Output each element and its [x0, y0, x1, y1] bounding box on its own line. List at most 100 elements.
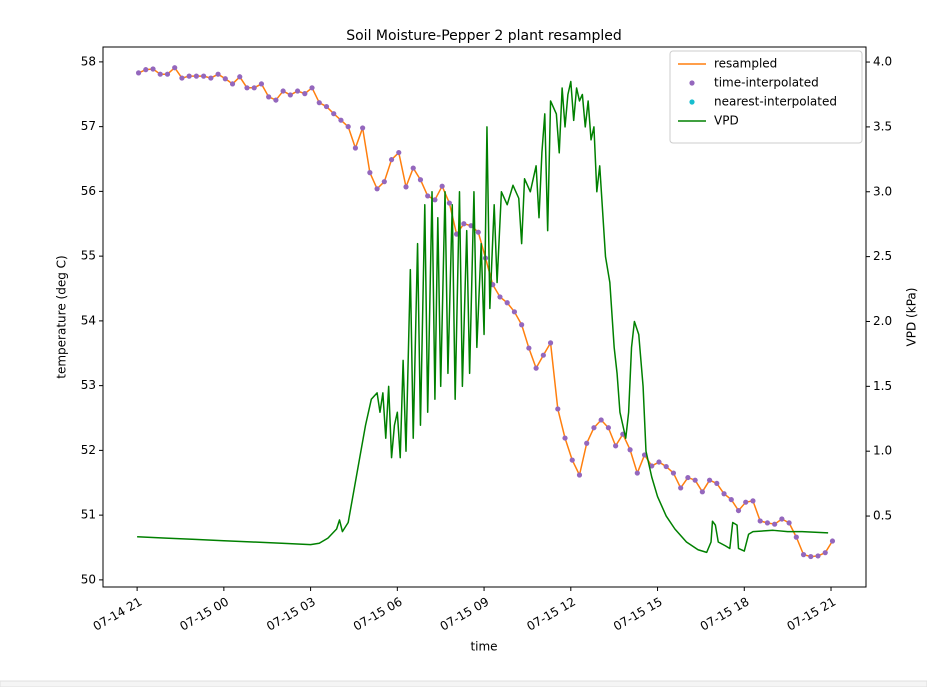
series-point [779, 516, 785, 522]
series-point [714, 480, 720, 487]
series-point [793, 534, 799, 540]
series-point [678, 485, 684, 491]
series-point [497, 294, 503, 300]
series-point [439, 183, 445, 189]
series-point [764, 520, 771, 526]
y-tick-label: 57 [81, 119, 96, 133]
series-point [786, 520, 792, 526]
series-point [410, 165, 416, 171]
series-point [562, 435, 568, 441]
series-point [266, 94, 272, 100]
series-point [135, 70, 142, 76]
series-point [728, 496, 734, 503]
y-tick-label: 52 [81, 443, 96, 457]
series-point [461, 221, 467, 227]
y2-axis-label: VPD (kPa) [905, 288, 919, 347]
legend-box [669, 50, 863, 144]
series-point [425, 193, 431, 199]
series-point [345, 124, 351, 130]
x-tick-label: 07-15 00 [177, 595, 231, 634]
y2-tick-label: 1.5 [873, 379, 892, 393]
series-point [822, 550, 828, 556]
series-point [533, 365, 539, 371]
series-point [815, 553, 821, 559]
x-tick-label: 07-15 15 [611, 595, 665, 634]
series-point [294, 88, 301, 94]
y-tick-label: 58 [81, 54, 96, 68]
series-point [808, 553, 814, 560]
series-point [772, 521, 778, 527]
legend-label: resampled [714, 57, 777, 71]
y2-tick-label: 2.5 [873, 249, 892, 263]
series-point [634, 470, 640, 476]
y-tick-label: 55 [81, 249, 96, 263]
series-point [237, 74, 243, 80]
series-point [172, 65, 178, 71]
series-point [627, 447, 633, 453]
y2-tick-label: 2.0 [873, 314, 892, 328]
legend-label: nearest-interpolated [714, 95, 837, 109]
series-point [360, 125, 366, 131]
series-point [446, 200, 452, 206]
series-point [598, 417, 604, 423]
series-point [692, 477, 698, 483]
series-point [519, 322, 525, 328]
series-point [721, 491, 727, 497]
series-point [222, 76, 228, 82]
series-point [569, 457, 575, 463]
series-point [547, 340, 554, 346]
series-point [750, 498, 756, 504]
series-point [829, 538, 836, 544]
series-point [670, 470, 677, 476]
series-point [208, 75, 214, 81]
series-line [137, 80, 829, 554]
y-tick-label: 50 [81, 572, 96, 586]
series-point [591, 425, 597, 431]
series-point [229, 81, 236, 87]
series-point [150, 66, 156, 72]
x-tick-label: 07-15 12 [524, 595, 578, 634]
series-point [164, 71, 171, 77]
series-point [251, 85, 257, 91]
series-point [403, 184, 409, 190]
series-point [388, 157, 395, 163]
series-point [287, 92, 293, 98]
series-point [432, 197, 438, 203]
y2-tick-label: 0.5 [873, 509, 892, 523]
series-point [193, 73, 199, 79]
series-point [396, 149, 402, 156]
y-axis-label: temperature (deg C) [55, 255, 69, 378]
series-point [584, 440, 590, 446]
series-point [685, 474, 691, 481]
series-point [316, 100, 322, 106]
y-tick-label: 53 [81, 378, 96, 392]
series-point [179, 75, 185, 81]
series-point [511, 309, 518, 315]
series-point [323, 103, 330, 110]
y-tick-label: 54 [81, 313, 96, 327]
series-point [656, 459, 662, 465]
series-point [475, 229, 481, 235]
series-point [526, 345, 532, 351]
series-point [468, 223, 474, 229]
series-point [663, 463, 669, 470]
series-point [735, 507, 742, 514]
series-point [157, 71, 163, 77]
series-point [757, 518, 763, 524]
x-tick-label: 07-14 21 [91, 595, 145, 634]
series-point [367, 170, 373, 176]
cell-footer [0, 680, 927, 687]
chart-title: Soil Moisture-Pepper 2 plant resampled [346, 28, 622, 44]
y2-tick-label: 1.0 [873, 444, 892, 458]
series-point [381, 179, 387, 185]
series-point [215, 71, 221, 77]
series-point [613, 443, 619, 449]
series-point [504, 300, 510, 306]
series-point [555, 406, 561, 412]
series-point [331, 111, 337, 117]
series-point [743, 499, 749, 505]
series-point [143, 67, 149, 73]
series-point [649, 463, 655, 469]
legend-label: time-interpolated [714, 76, 819, 90]
series-point [258, 81, 265, 87]
